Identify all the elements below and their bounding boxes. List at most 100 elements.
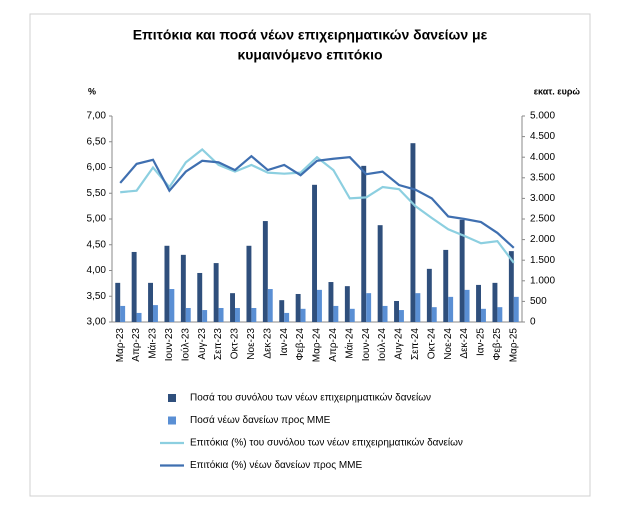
y-axis-label: % (88, 86, 96, 96)
bar (399, 310, 404, 322)
x-tick-label: Οκτ-24 (426, 328, 437, 360)
bar (481, 308, 486, 322)
bar (377, 225, 383, 322)
x-tick-label: Μαρ-23 (115, 328, 126, 363)
y2-tick-label: 0 (530, 317, 536, 328)
x-tick-label: Ιουν-23 (164, 328, 175, 362)
line (119, 154, 515, 249)
bar (443, 249, 449, 322)
bar (415, 293, 421, 322)
y2-tick-label: 1.000 (530, 275, 555, 286)
y-tick-label: 4,50 (87, 239, 107, 250)
x-tick-label: Νοε-23 (246, 328, 257, 360)
bar (333, 305, 339, 322)
chart-title: Επιτόκια και ποσά νέων επιχειρηματικών δ… (133, 27, 488, 43)
bar (235, 307, 240, 322)
legend-label: Ποσά του συνόλου των νέων επιχειρηματικώ… (190, 392, 431, 404)
bar (361, 165, 367, 322)
bar (492, 282, 498, 322)
bar (349, 308, 355, 322)
legend-swatch (168, 394, 176, 402)
x-tick-label: Φεβ-25 (492, 328, 503, 361)
bar (328, 282, 334, 322)
bar (267, 289, 273, 322)
bar (169, 289, 175, 322)
y-tick-label: 7,00 (87, 111, 107, 122)
x-tick-label: Ιουν-24 (361, 328, 372, 362)
bar (382, 305, 388, 322)
x-tick-label: Ιούλ-24 (376, 328, 388, 362)
x-tick-label: Σεπ-24 (410, 328, 421, 360)
x-tick-label: Ιαν-24 (279, 328, 290, 356)
y-tick-label: 4,00 (87, 265, 107, 276)
x-tick-label: Μάι-24 (343, 328, 355, 359)
chart-frame (29, 13, 591, 497)
bar (213, 263, 219, 322)
bar (246, 245, 252, 322)
bar (148, 282, 153, 322)
bar (279, 300, 285, 322)
y2-tick-label: 5.000 (530, 111, 555, 122)
bar (497, 307, 503, 322)
bar (410, 143, 416, 322)
y-tick-label: 3,50 (87, 291, 107, 302)
x-tick-label: Απρ-23 (131, 328, 142, 362)
bar (344, 286, 350, 322)
x-tick-label: Σεπ-23 (213, 328, 224, 360)
x-tick-label: Ιαν-25 (476, 328, 487, 356)
x-tick-label: Φεβ-24 (295, 328, 306, 361)
y2-tick-label: 2.500 (530, 214, 555, 225)
bar (448, 296, 454, 322)
bar (131, 251, 137, 322)
y-tick-label: 5,00 (87, 214, 107, 225)
bar (459, 219, 465, 322)
x-tick-label: Ιούλ-23 (179, 328, 191, 362)
line (120, 148, 515, 264)
y2-tick-label: 4.500 (530, 131, 555, 142)
x-tick-label: Δεκ-23 (262, 328, 273, 359)
bar (317, 289, 322, 322)
bar (136, 312, 142, 322)
bar (426, 268, 432, 322)
x-tick-label: Μαρ-24 (312, 328, 323, 363)
y-tick-label: 3,00 (87, 317, 107, 328)
x-tick-label: Απρ-24 (328, 328, 339, 362)
legend-swatch (168, 416, 176, 425)
bar (197, 272, 203, 322)
x-tick-label: Αυγ-24 (394, 328, 405, 360)
y2-tick-label: 3.500 (530, 172, 555, 183)
bar (115, 282, 121, 322)
chart-title: κυμαινόμενο επιτόκιο (237, 47, 382, 63)
y2-tick-label: 2.000 (530, 234, 555, 245)
bar (202, 310, 208, 322)
x-tick-label: Αυγ-23 (197, 328, 208, 360)
legend-label: Επιτόκια (%) νέων δανείων προς ΜΜΕ (190, 459, 362, 471)
bar (464, 289, 470, 322)
x-tick-label: Οκτ-23 (230, 328, 241, 360)
legend-label: Ποσά νέων δανείων προς ΜΜΕ (190, 414, 331, 426)
bar (476, 284, 481, 322)
bar (513, 296, 519, 322)
x-tick-label: Μάι-23 (147, 328, 159, 359)
bar (218, 307, 224, 322)
bar (295, 293, 301, 322)
bar (394, 300, 399, 322)
bar (312, 184, 317, 322)
y2-tick-label: 3.000 (530, 193, 555, 204)
bar (431, 307, 437, 322)
y-tick-label: 6,50 (87, 136, 107, 147)
bar (508, 251, 514, 322)
y2-tick-label: 1.500 (530, 255, 555, 266)
bar (180, 254, 186, 322)
y2-tick-label: 500 (530, 296, 547, 307)
legend-label: Επιτόκια (%) του συνόλου των νέων επιχει… (190, 437, 463, 449)
y-tick-label: 5,50 (87, 188, 107, 199)
x-tick-label: Μαρ-25 (508, 328, 519, 363)
bar (262, 221, 268, 322)
bar (284, 312, 290, 322)
bar (185, 307, 191, 322)
bar (300, 308, 306, 322)
bar (164, 245, 170, 322)
